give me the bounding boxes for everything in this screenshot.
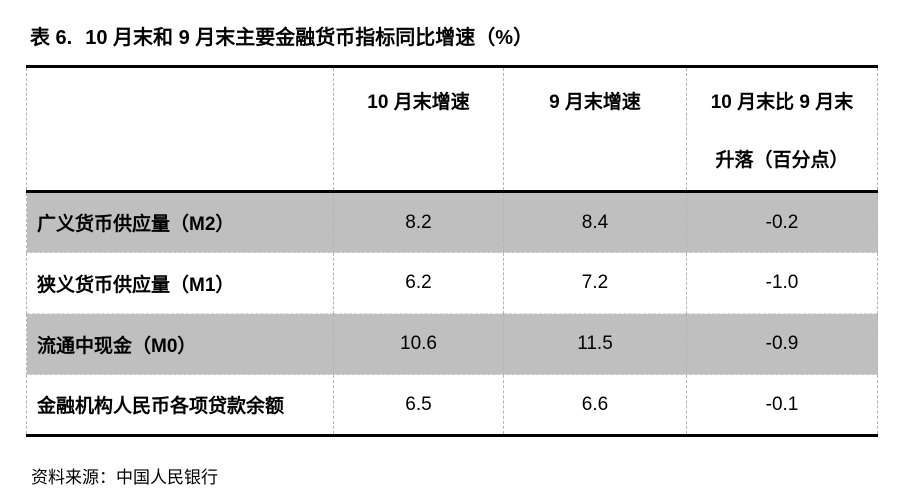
table-row-m2: 广义货币供应量（M2） 8.2 8.4 -0.2 xyxy=(26,191,878,253)
row-label: 流通中现金（M0） xyxy=(26,313,334,375)
value-change: -0.2 xyxy=(686,191,878,253)
value-september: 8.4 xyxy=(503,191,687,253)
financial-indicators-table: 10 月末增速 9 月末增速 10 月末比 9 月末 升落（百分点） 广义货币供… xyxy=(26,65,878,437)
source-note: 资料来源：中国人民银行 xyxy=(31,468,218,487)
table-row-m1: 狭义货币供应量（M1） 6.2 7.2 -1.0 xyxy=(26,252,878,314)
header-change-label-line1: 10 月末比 9 月末 xyxy=(710,92,854,113)
value-change: -0.1 xyxy=(686,374,878,436)
header-october-label: 10 月末增速 xyxy=(367,92,470,113)
value-change: -1.0 xyxy=(686,252,878,314)
header-cell-indicator xyxy=(26,66,334,192)
value-change: -0.9 xyxy=(686,313,878,375)
table-title-text: 10 月末和 9 月末主要金融货币指标同比增速（%） xyxy=(85,27,534,49)
row-label: 狭义货币供应量（M1） xyxy=(26,252,334,314)
table-body: 广义货币供应量（M2） 8.2 8.4 -0.2 狭义货币供应量（M1） 6.2… xyxy=(26,191,878,436)
value-october: 6.2 xyxy=(333,252,504,314)
header-cell-change: 10 月末比 9 月末 升落（百分点） xyxy=(686,66,878,192)
table-header: 10 月末增速 9 月末增速 10 月末比 9 月末 升落（百分点） xyxy=(26,66,878,192)
value-october: 8.2 xyxy=(333,191,504,253)
table-number-label: 表 6. xyxy=(30,27,73,49)
header-row: 10 月末增速 9 月末增速 10 月末比 9 月末 升落（百分点） xyxy=(26,66,878,192)
table-row-loans: 金融机构人民币各项贷款余额 6.5 6.6 -0.1 xyxy=(26,374,878,436)
value-october: 10.6 xyxy=(333,313,504,375)
row-label: 金融机构人民币各项贷款余额 xyxy=(26,374,334,436)
header-indicator-label xyxy=(27,74,333,132)
header-cell-october: 10 月末增速 xyxy=(333,66,504,192)
table-row-m0: 流通中现金（M0） 10.6 11.5 -0.9 xyxy=(26,313,878,375)
header-change-label-line2: 升落（百分点） xyxy=(715,150,849,171)
value-september: 6.6 xyxy=(503,374,687,436)
header-september-label: 9 月末增速 xyxy=(549,92,641,113)
value-october: 6.5 xyxy=(333,374,504,436)
value-september: 11.5 xyxy=(503,313,687,375)
page-title: 表 6. 10 月末和 9 月末主要金融货币指标同比增速（%） xyxy=(30,21,533,50)
row-label: 广义货币供应量（M2） xyxy=(26,191,334,253)
header-cell-september: 9 月末增速 xyxy=(503,66,687,192)
value-september: 7.2 xyxy=(503,252,687,314)
